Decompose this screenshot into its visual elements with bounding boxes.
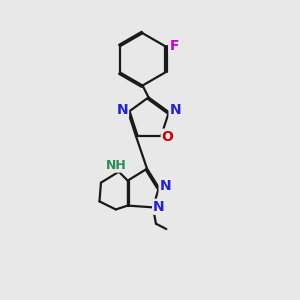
Text: F: F (169, 39, 179, 53)
Text: N: N (169, 103, 181, 117)
Text: N: N (153, 200, 165, 214)
Text: NH: NH (105, 159, 126, 172)
Text: N: N (116, 103, 128, 117)
Text: O: O (162, 130, 174, 144)
Text: N: N (160, 179, 171, 193)
